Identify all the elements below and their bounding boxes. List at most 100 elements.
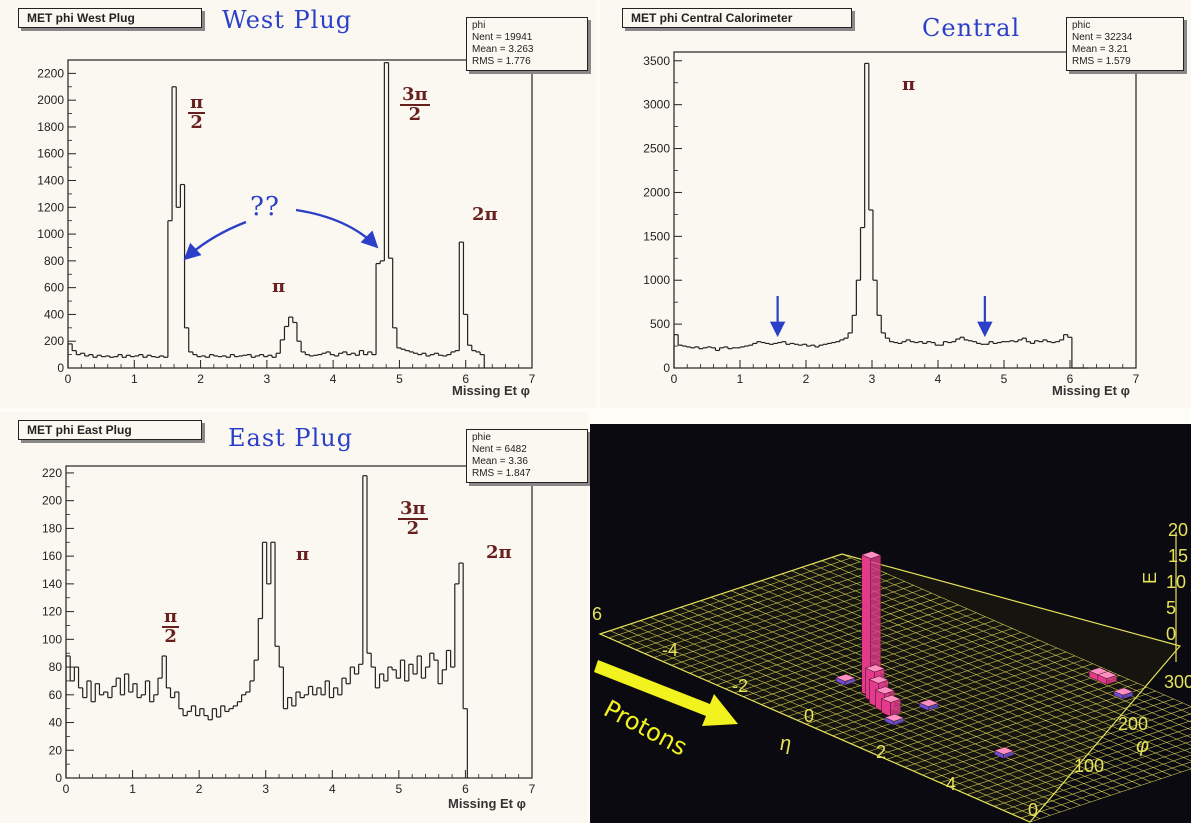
lego-tower [1097,671,1118,686]
east-x-tick-label: 7 [529,782,536,796]
west-note-pi-half-num: π [188,92,206,114]
east-note-3pi-den: 2 [406,518,420,539]
east-y-tick-label: 80 [49,660,63,674]
west-x-tick-label: 4 [330,372,337,386]
west-question-arrow-left [183,220,247,261]
east-note-pi-half-den: 2 [164,626,177,647]
lego-e-tick-label: 0 [1166,624,1176,644]
lego-e-tick-label: 10 [1166,572,1186,592]
lego-grid-line [620,627,1051,816]
lego-grid-line [781,573,1191,754]
lego-grid-line [831,557,1191,715]
east-y-tick-label: 120 [42,605,62,619]
central-x-tick-label: 2 [803,372,810,386]
central-histogram: 0 500 1000 1500 2000 2500 3000 3500 0 1 2 3 4 5 6 7 [643,51,1140,386]
east-plug-stats: phie Nent = 6482 Mean = 3.36 RMS = 1.847 [466,429,588,483]
east-x-axis-label: Missing Et φ [448,796,526,811]
east-y-tick-label: 220 [42,466,62,480]
lego-grid-line [640,620,1071,809]
lego-plot-panel: -4 -2 0 2 4 6 0 100 200 300 0 5 10 15 20 η φ E Protons [590,424,1191,823]
central-title: MET phi Central Calorimeter [622,8,852,28]
east-y-tick-label: 100 [42,632,62,646]
central-stats-nent: Nent = 32234 [1072,32,1133,43]
lego-phi-tick-label: 100 [1074,756,1104,776]
lego-small-deposit [835,673,856,686]
east-note-3pi-half: 3π 2 [398,500,428,538]
east-note-3pi-num: 3π [398,498,428,520]
west-stats-name: phi [472,20,486,31]
central-y-tick-label: 1000 [643,273,670,287]
west-x-tick-label: 7 [529,372,536,386]
lego-e-tick-label: 5 [1166,598,1176,618]
east-plug-title: MET phi East Plug [18,420,202,440]
west-stats-nent: Nent = 19941 [472,32,533,43]
west-x-axis-label: Missing Et φ [452,383,530,398]
west-y-tick-label: 1600 [37,147,64,161]
lego-grid-line [771,577,1191,762]
lego-grid-line [700,600,1131,789]
central-stats: phic Nent = 32234 Mean = 3.21 RMS = 1.57… [1066,17,1184,71]
lego-eta-tick-label: -2 [732,676,748,696]
west-plug-hand-title: West Plug [222,6,353,34]
east-plug-histogram: 0 20 40 60 80 100 120 140 160 180 200 220 0 1 2 3 4 5 6 7 [42,465,536,796]
lego-tower [880,694,902,717]
central-hand-title: Central [922,14,1021,42]
lego-grid-line [761,580,1191,769]
lego-e-axis-label: E [1140,572,1160,584]
lego-proton-arrow [594,660,738,726]
east-note-pi-half-num: π [162,606,180,628]
east-x-tick-label: 1 [129,782,136,796]
west-y-tick-label: 1400 [37,174,64,188]
west-x-tick-label: 2 [197,372,204,386]
east-stats-nent: Nent = 6482 [472,444,527,455]
west-y-tick-label: 800 [44,254,64,268]
central-stats-name: phic [1072,20,1091,31]
lego-e-tick-label: 20 [1168,520,1188,540]
west-note-question: ?? [250,192,280,222]
central-x-tick-label: 3 [869,372,876,386]
central-x-tick-label: 1 [737,372,744,386]
lego-grid-line [630,623,1061,813]
lego-small-deposit [884,713,905,726]
central-y-tick-label: 2000 [643,185,670,199]
west-y-tick-label: 1800 [37,120,64,134]
east-y-tick-label: 60 [49,688,63,702]
lego-phi-tick-label: 0 [1028,800,1038,820]
west-stats-rms: RMS = 1.776 [472,56,531,67]
lego-phi-axis-label: φ [1136,735,1149,757]
west-note-3pi-den: 2 [408,104,422,125]
central-x-tick-label: 0 [671,372,678,386]
lego-grid-line [730,590,1162,779]
central-x-axis-label: Missing Et φ [1052,383,1130,398]
central-y-tick-label: 2500 [643,142,670,156]
east-plot-frame [65,465,533,779]
lego-eta-tick-label: 6 [592,604,602,624]
east-x-tick-label: 5 [396,782,403,796]
west-y-tick-label: 400 [44,307,64,321]
west-x-tick-label: 1 [131,372,138,386]
central-y-tick-label: 3500 [643,54,670,68]
central-note-pi: π [902,74,916,95]
central-y-tick-label: 1500 [643,229,670,243]
west-plug-histogram: 0200400600800100012001400160018002000220… [37,59,536,386]
east-y-tick-label: 160 [42,549,62,563]
lego-small-deposit [993,746,1015,759]
east-plug-panel: 0 20 40 60 80 100 120 140 160 180 200 220 0 1 2 3 4 5 6 7 M… [0,412,588,823]
east-y-tick-label: 180 [42,521,62,535]
lego-eta-tick-label: -4 [662,640,678,660]
west-y-tick-label: 600 [44,281,64,295]
west-y-tick-label: 2200 [37,66,64,80]
west-note-3pi-num: 3π [400,84,430,106]
west-note-pi-half-den: 2 [190,112,203,133]
east-stats-name: phie [472,432,491,443]
west-y-tick-label: 1000 [37,227,64,241]
lego-phi-tick-label: 300 [1164,672,1191,692]
west-note-3pi-half: 3π 2 [400,86,430,124]
west-question-arrow-right [295,208,379,249]
east-y-tick-label: 20 [49,743,63,757]
west-x-tick-label: 3 [264,372,271,386]
east-x-tick-label: 3 [262,782,269,796]
